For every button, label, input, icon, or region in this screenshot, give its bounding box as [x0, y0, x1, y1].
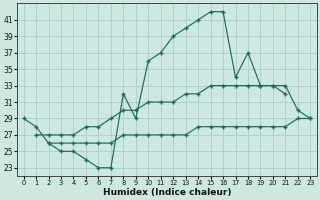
- X-axis label: Humidex (Indice chaleur): Humidex (Indice chaleur): [103, 188, 231, 197]
